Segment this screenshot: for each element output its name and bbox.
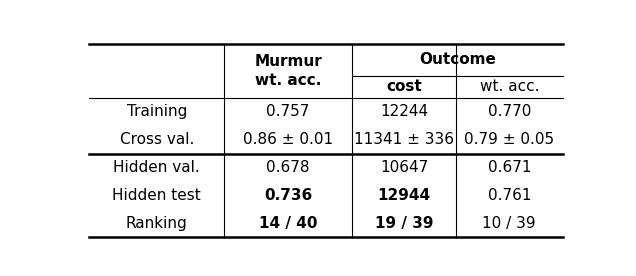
Text: 19 / 39: 19 / 39 [375, 216, 433, 231]
Text: 10647: 10647 [380, 160, 428, 175]
Text: 10 / 39: 10 / 39 [483, 216, 536, 231]
Text: 0.770: 0.770 [488, 104, 531, 119]
Text: Hidden val.: Hidden val. [113, 160, 200, 175]
Text: 0.678: 0.678 [266, 160, 310, 175]
Text: 12944: 12944 [377, 188, 431, 203]
Text: 0.79 ± 0.05: 0.79 ± 0.05 [464, 132, 555, 147]
Text: 12244: 12244 [380, 104, 428, 119]
Text: Hidden test: Hidden test [113, 188, 201, 203]
Text: 0.736: 0.736 [264, 188, 312, 203]
Text: Training: Training [127, 104, 187, 119]
Text: Ranking: Ranking [126, 216, 188, 231]
Text: wt. acc.: wt. acc. [480, 79, 539, 94]
Text: 14 / 40: 14 / 40 [259, 216, 317, 231]
Text: 11341 ± 336: 11341 ± 336 [354, 132, 454, 147]
Text: Cross val.: Cross val. [120, 132, 194, 147]
Text: 0.671: 0.671 [488, 160, 531, 175]
Text: 0.757: 0.757 [266, 104, 310, 119]
Text: cost: cost [386, 79, 422, 94]
Text: Murmur
wt. acc.: Murmur wt. acc. [254, 54, 322, 87]
Text: 0.761: 0.761 [488, 188, 531, 203]
Text: Outcome: Outcome [419, 52, 495, 67]
Text: 0.86 ± 0.01: 0.86 ± 0.01 [243, 132, 333, 147]
